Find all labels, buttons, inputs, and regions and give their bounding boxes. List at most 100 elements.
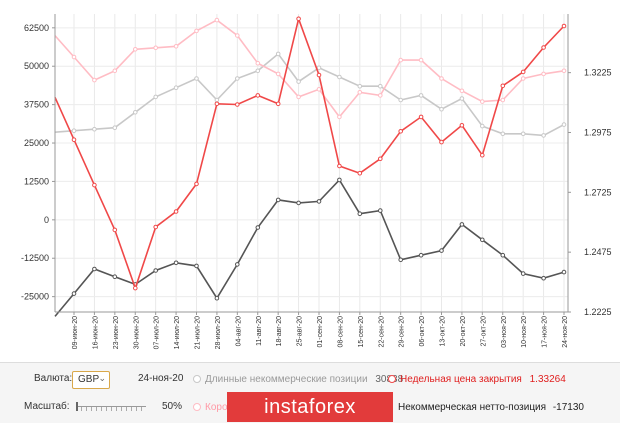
y-right-tick-label: 1.2475 [584,247,612,257]
data-point [235,33,240,38]
data-point [275,71,281,77]
data-point [480,123,485,129]
x-tick-label: 23-июн-20 [113,316,120,349]
y-left-tick-label: 12500 [24,176,49,186]
x-tick-label: 03-ноя-20 [501,316,508,348]
series-layer [54,16,567,317]
data-point [112,227,118,233]
x-tick-label: 28-июл-20 [215,316,222,349]
y-left-tick-label: 50000 [24,61,49,71]
legend-long-marker-icon [193,375,201,384]
data-point [92,126,97,132]
data-point [214,295,220,301]
legend-close[interactable]: Недельная цена закрытия 1.33264 [388,374,566,385]
data-point [153,45,158,51]
data-point [378,156,383,162]
data-point [112,125,118,130]
data-point [439,139,444,145]
data-point [92,266,97,272]
data-point [418,93,424,98]
data-point [520,271,526,276]
currency-select[interactable]: GBP ⌄ [72,371,110,389]
data-point [71,291,77,296]
data-point [459,222,465,227]
data-point [439,248,444,253]
data-point [275,197,281,203]
data-point [316,199,322,204]
scale-value: 50% [162,401,183,412]
data-point [92,182,97,188]
data-point [296,16,301,22]
data-point [500,252,506,258]
data-point [173,209,179,214]
x-tick-label: 09-июн-20 [72,316,79,349]
data-point [561,23,567,29]
data-point [541,45,546,50]
data-point [296,94,301,100]
data-point [235,76,240,81]
x-tick-label: 21-июл-20 [195,316,202,349]
data-point [235,102,240,107]
data-point [439,106,444,112]
data-point [480,99,485,104]
data-point [561,122,567,127]
series-2 [54,177,567,317]
data-point [133,110,138,115]
x-tick-label: 24-ноя-20 [562,316,569,348]
data-point [357,90,363,95]
series-0 [54,51,567,138]
x-tick-label: 08-сен-20 [337,316,344,348]
data-point [153,268,158,273]
legend-long[interactable]: Длинные некоммерческие позиции 30838 [193,374,403,385]
data-point [194,263,199,269]
data-point [500,83,506,89]
grid [55,14,568,312]
legend-long-label: Длинные некоммерческие позиции [205,374,368,385]
data-point [235,262,240,267]
slider-ticks [76,407,146,411]
currency-label: Валюта: [34,373,73,384]
data-point [214,101,220,107]
series-3 [54,16,567,291]
scale-label: Масштаб: [24,401,70,412]
data-point [541,71,546,77]
scale-slider[interactable] [76,402,146,412]
legend-net[interactable]: Некоммерческая нетто-позиция -17130 [398,402,584,413]
chevron-down-icon: ⌄ [98,373,106,383]
y-left-tick-label: 25000 [24,138,49,148]
y-left-tick-label: 37500 [24,100,49,110]
data-point [418,252,424,258]
x-tick-label: 29-сен-20 [399,316,406,348]
data-point [214,17,220,23]
data-point [133,285,138,291]
data-point [275,101,281,107]
data-point [316,87,322,92]
data-point [398,57,404,63]
data-point [71,137,77,142]
data-point [255,60,261,66]
data-point [439,76,444,81]
y-right-tick-label: 1.2225 [584,307,612,317]
data-point [561,68,567,74]
data-point [112,274,118,280]
slider-thumb[interactable] [76,402,78,411]
series-line [54,178,565,317]
data-point [337,74,342,80]
y-left-tick-label: 0 [44,215,49,225]
x-tick-label: 27-окт-20 [480,316,487,347]
data-point [378,83,383,89]
legend-close-label: Недельная цена закрытия [400,374,522,385]
legend-short[interactable]: Коротк [193,402,236,413]
axes: 09-июн-20 16-июн-20 23-июн-20 30-июн-20 07-и… [21,14,612,349]
data-point [296,79,301,84]
data-point [541,133,546,138]
x-tick-label: 18-авг-20 [276,316,283,347]
y-left-tick-label: -12500 [21,253,49,263]
cot-chart: 09-июн-20 16-июн-20 23-июн-20 30-июн-20 07-и… [21,14,612,349]
x-tick-label: 14-июл-20 [174,316,181,349]
data-point [255,225,261,230]
data-point [480,152,485,158]
data-point [520,69,526,75]
slider-track [76,406,146,407]
data-point [71,54,77,60]
